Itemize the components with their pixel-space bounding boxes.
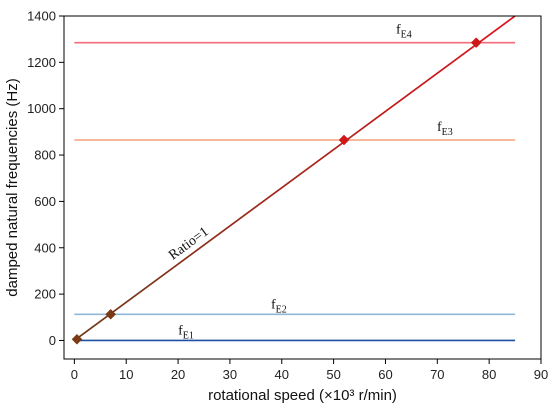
markers (71, 37, 482, 345)
ratio-line-group (73, 15, 516, 342)
intersection-marker (71, 333, 83, 345)
y-tick-label: 0 (49, 333, 56, 348)
y-tick-label: 200 (34, 287, 56, 302)
y-tick-label: 1400 (27, 9, 56, 24)
x-tick-label: 50 (326, 367, 340, 382)
frequency-line-label: fE1 (178, 323, 194, 341)
frequency-line-label: fE3 (437, 120, 453, 138)
ratio-line (73, 15, 516, 342)
frequency-line-label: fE2 (271, 297, 287, 315)
intersection-marker (470, 37, 482, 49)
y-tick-label: 400 (34, 240, 56, 255)
x-tick-label: 90 (534, 367, 548, 382)
x-ticks: 0 10 20 30 40 50 60 70 80 90 (71, 359, 548, 382)
plot-frame (63, 15, 542, 360)
horizontal-lines (74, 41, 516, 342)
y-tick-label: 1000 (27, 101, 56, 116)
x-tick-label: 70 (430, 367, 444, 382)
y-tick-label: 800 (34, 148, 56, 163)
x-tick-label: 20 (171, 367, 185, 382)
frequency-line-label: fE4 (396, 23, 412, 41)
x-tick-label: 10 (119, 367, 133, 382)
x-tick-label: 60 (378, 367, 392, 382)
y-tick-label: 1200 (27, 55, 56, 70)
intersection-marker (105, 308, 117, 320)
x-tick-label: 40 (275, 367, 289, 382)
y-axis-title: damped natural frequencies (Hz) (4, 78, 21, 296)
x-tick-label: 80 (482, 367, 496, 382)
intersection-marker (338, 134, 350, 146)
x-axis-title: rotational speed (×10³ r/min) (208, 387, 397, 404)
y-ticks: 0 200 400 600 800 1000 1200 1400 (27, 9, 64, 348)
line-labels: fE1 fE2 fE3 fE4 (178, 23, 453, 342)
x-tick-label: 30 (223, 367, 237, 382)
x-tick-label: 0 (71, 367, 78, 382)
y-tick-label: 600 (34, 194, 56, 209)
